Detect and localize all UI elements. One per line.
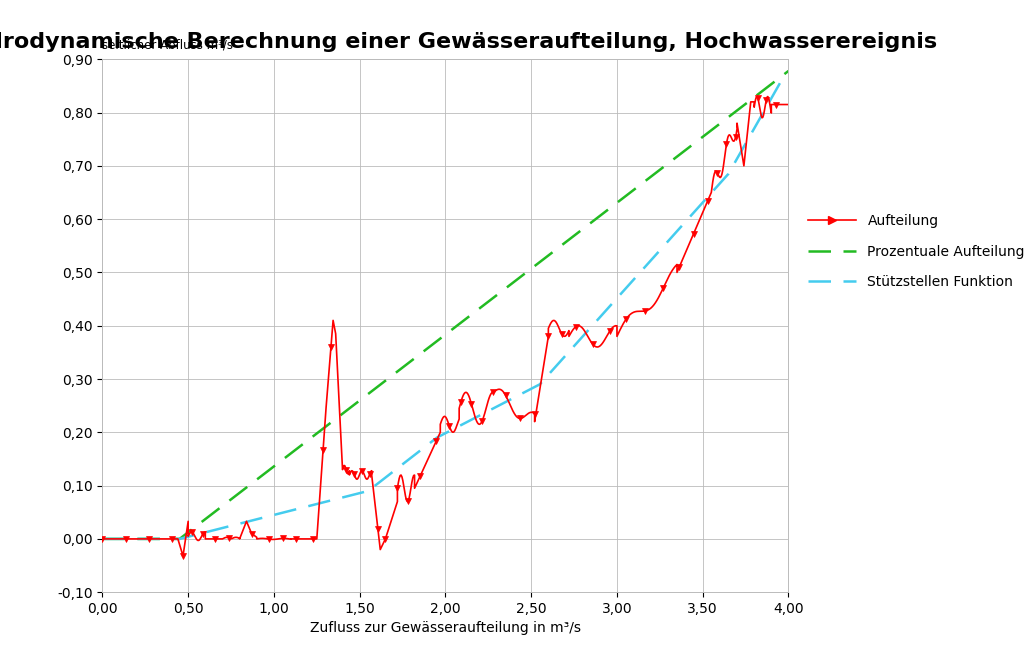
Text: seitlicher Abfluss m³/s: seitlicher Abfluss m³/s bbox=[102, 38, 233, 51]
Legend: Aufteilung, Prozentuale Aufteilung, Stützstellen Funktion: Aufteilung, Prozentuale Aufteilung, Stüt… bbox=[802, 209, 1024, 295]
Title: Hydrodynamische Berechnung einer Gewässeraufteilung, Hochwasserereignis: Hydrodynamische Berechnung einer Gewässe… bbox=[0, 32, 937, 52]
X-axis label: Zufluss zur Gewässeraufteilung in m³/s: Zufluss zur Gewässeraufteilung in m³/s bbox=[310, 621, 581, 636]
